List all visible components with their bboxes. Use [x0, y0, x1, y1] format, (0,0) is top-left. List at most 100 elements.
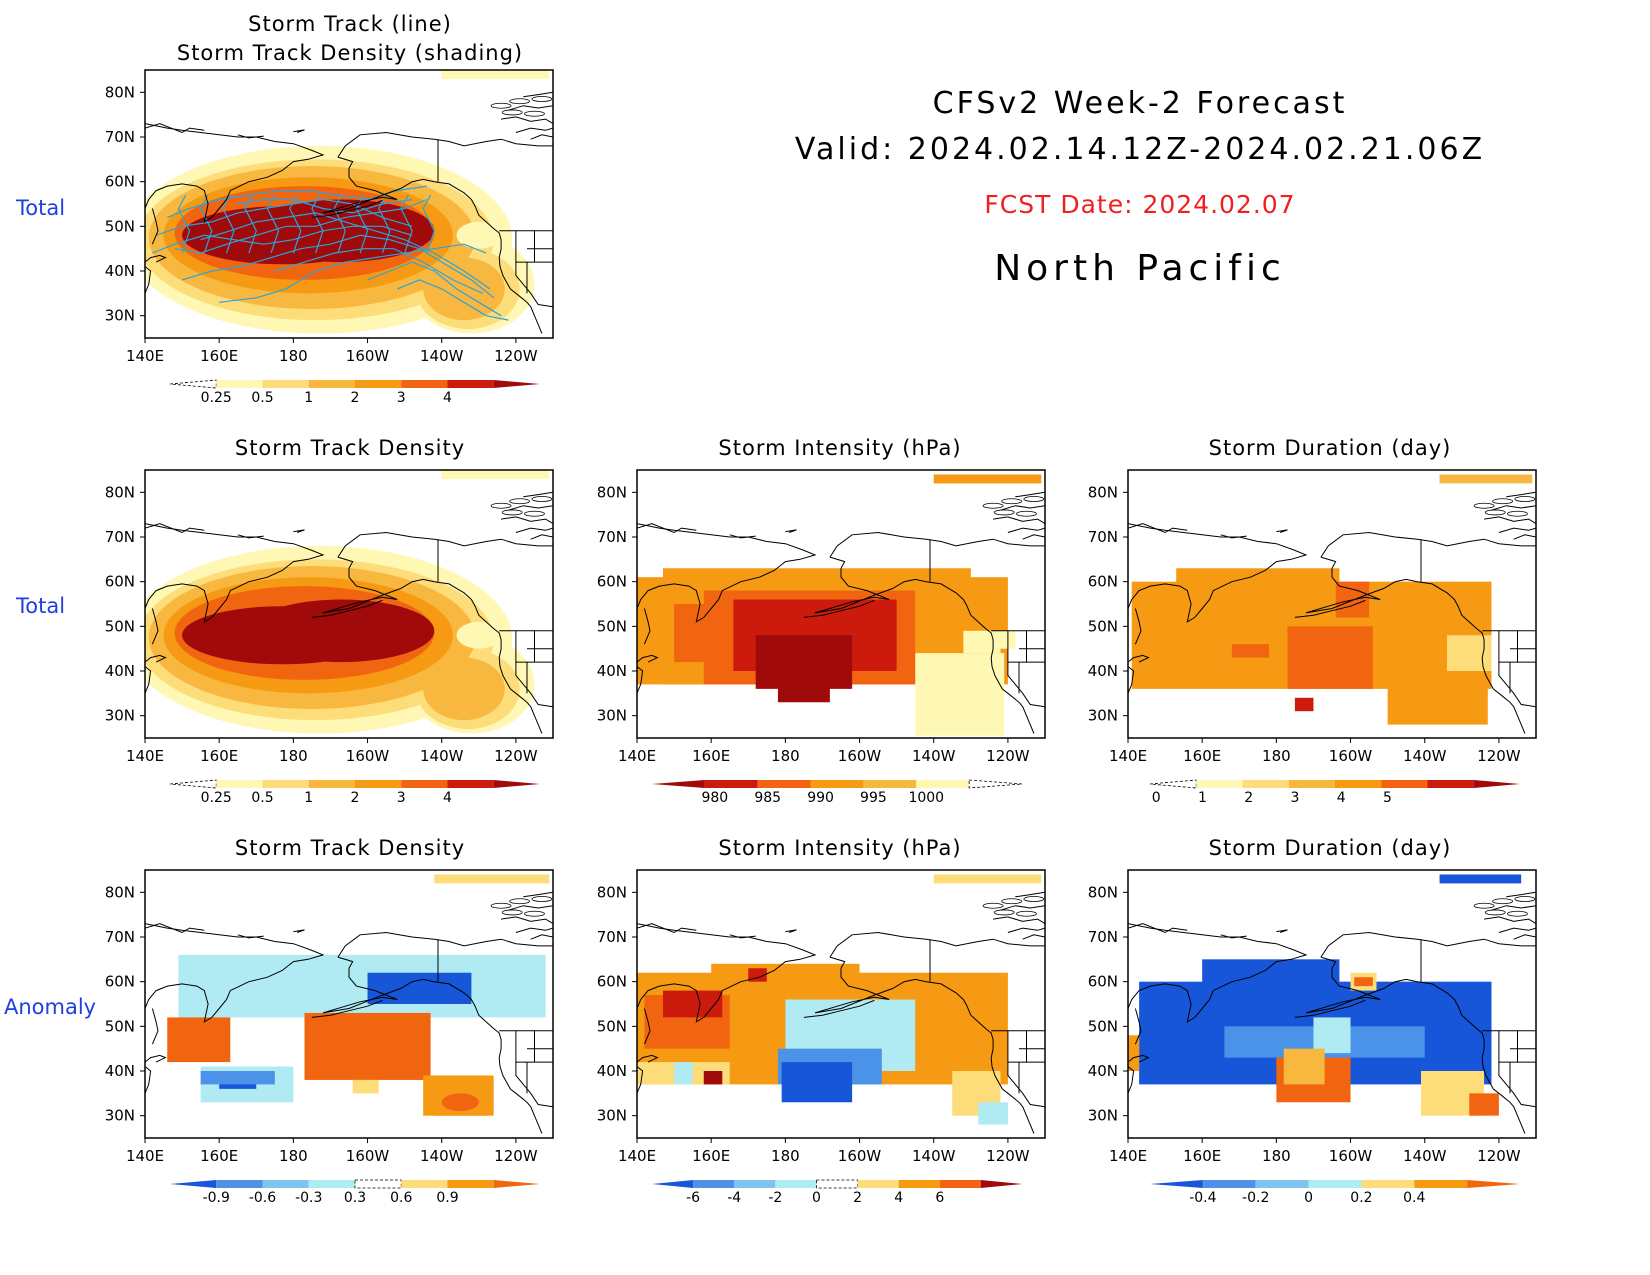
- y-tick-label: 40N: [105, 262, 135, 280]
- colorbar-arrow-right: [493, 780, 540, 788]
- coastline-segment: [322, 956, 543, 1134]
- panel-title-density-anom: Storm Track Density: [234, 836, 466, 860]
- x-tick-label: 140E: [126, 747, 164, 765]
- x-tick-label: 180: [279, 347, 308, 365]
- storm-track-line: [237, 198, 413, 214]
- axes: 140E 160E 180 160W 140W 120W 30N 40N 50N 60N 70N 80…: [1088, 869, 1537, 1165]
- island: [501, 109, 523, 116]
- coastline-segment: [1007, 630, 1045, 663]
- colorbar-segments: [1149, 779, 1520, 789]
- x-tick-label: 160E: [200, 347, 238, 365]
- x-tick-label: 160E: [1183, 747, 1221, 765]
- panel-title-intensity: Storm Intensity (hPa): [718, 436, 962, 460]
- y-tick-label: 40N: [597, 662, 627, 680]
- y-tick-label: 30N: [1088, 1107, 1118, 1125]
- map-panel-density: 140E 160E 180 160W 140W 120W 30N 40N 50N 60N 70N 80…: [105, 469, 554, 765]
- arctic-islands: [1473, 496, 1536, 517]
- coastline-segment: [803, 599, 875, 618]
- anom-pos-0.4: [1469, 1093, 1499, 1116]
- colorbar-segment: [1335, 780, 1382, 788]
- colorbar-segments: [169, 779, 540, 789]
- plot-frame: [144, 69, 554, 339]
- coastline-segment: [515, 1062, 553, 1108]
- coastline-segment: [237, 134, 264, 139]
- map-panel-density-anom: 140E 160E 180 160W 140W 120W 30N 40N 50N 60N 70N 80…: [105, 869, 554, 1165]
- panel-title-intensity-anom: Storm Intensity (hPa): [718, 836, 962, 860]
- colorbar-segment: [1427, 780, 1474, 788]
- coastline-segment: [993, 516, 1045, 525]
- valid-period: Valid: 2024.02.14.12Z-2024.02.21.06Z: [794, 132, 1486, 167]
- y-tick-label: 50N: [597, 617, 627, 635]
- coastline-segment: [237, 934, 264, 939]
- storm-track-line: [152, 225, 413, 254]
- colorbar-label: 0.25: [201, 390, 232, 406]
- coastline-segment: [1305, 956, 1526, 1134]
- panel-title-track: Storm Track (line) Storm Track Density (…: [176, 12, 524, 65]
- island: [982, 902, 1004, 909]
- y-tick-label: 40N: [1088, 1062, 1118, 1080]
- coastline-segment: [1015, 891, 1045, 898]
- colorbar-label: 2: [1244, 790, 1253, 806]
- coastline-segment: [1276, 929, 1288, 933]
- x-tick-label: 180: [279, 1147, 308, 1165]
- island: [524, 910, 545, 917]
- row-label-total-1: Total: [16, 196, 66, 220]
- colorbar-label: 3: [397, 390, 406, 406]
- y-tick-label: 80N: [105, 883, 135, 901]
- coastline-segment: [1491, 505, 1536, 511]
- map-panel-duration: 140E 160E 180 160W 140W 120W 30N 40N 50N 60N 70N 80…: [1088, 469, 1537, 765]
- colorbar-label: 0: [812, 1190, 821, 1206]
- coastline-segment: [637, 923, 697, 934]
- island: [993, 509, 1015, 516]
- arctic-islands: [1473, 896, 1536, 917]
- coastline-segment: [151, 608, 159, 645]
- colorbar-segment: [939, 1180, 981, 1188]
- coastline-segment: [508, 105, 553, 111]
- island: [1514, 896, 1536, 902]
- storm-tracks: [152, 185, 509, 321]
- coastline-segment: [1000, 505, 1045, 511]
- coastline-segment: [523, 91, 553, 98]
- coastline-segment: [515, 127, 553, 133]
- coastline-segment: [145, 523, 205, 534]
- coastline-segment: [151, 208, 159, 245]
- colorbar-label: 2: [351, 790, 360, 806]
- y-tick-label: 30N: [105, 1107, 135, 1125]
- colorbar-segment: [308, 380, 355, 388]
- y-tick-label: 60N: [597, 573, 627, 591]
- island: [509, 98, 531, 105]
- x-tick-label: 140E: [126, 347, 164, 365]
- intensity-995: [915, 653, 1005, 736]
- colorbar-track: 0.25 0.5 1 2 3 4: [169, 379, 540, 406]
- storm-track-line: [367, 261, 502, 317]
- coastline-segment: [637, 1054, 659, 1063]
- colorbar-label: 0.3: [344, 1190, 366, 1206]
- colorbar-label: -0.9: [203, 1190, 230, 1206]
- coastline-segment: [1134, 608, 1142, 645]
- colorbar-label: 0.25: [201, 790, 232, 806]
- colorbar-segment: [308, 780, 355, 788]
- y-tick-label: 60N: [105, 173, 135, 191]
- colorbar-arrow-right: [1467, 1180, 1520, 1188]
- x-tick-label: 180: [771, 1147, 800, 1165]
- duration-1: [1446, 635, 1492, 671]
- y-tick-label: 60N: [105, 973, 135, 991]
- island: [501, 509, 523, 516]
- data-field: [637, 474, 1042, 736]
- colorbar-label: -0.2: [1242, 1190, 1269, 1206]
- coastline-segment: [1022, 934, 1045, 940]
- coastline-segment: [337, 531, 553, 558]
- intensity-995: [963, 630, 1001, 654]
- plot-frame: [144, 869, 554, 1139]
- y-tick-label: 60N: [1088, 573, 1118, 591]
- y-tick-label: 70N: [1088, 928, 1118, 946]
- anom-pos-0.4: [1354, 977, 1373, 987]
- colorbar-segment: [355, 380, 402, 388]
- coastline-segment: [637, 523, 697, 534]
- y-tick-label: 80N: [597, 883, 627, 901]
- density-level-2: [456, 621, 502, 649]
- coastline-segment: [322, 556, 543, 734]
- y-tick-label: 50N: [105, 217, 135, 235]
- colorbar-density: 0.25 0.5 1 2 3 4: [169, 779, 540, 806]
- island: [531, 896, 553, 902]
